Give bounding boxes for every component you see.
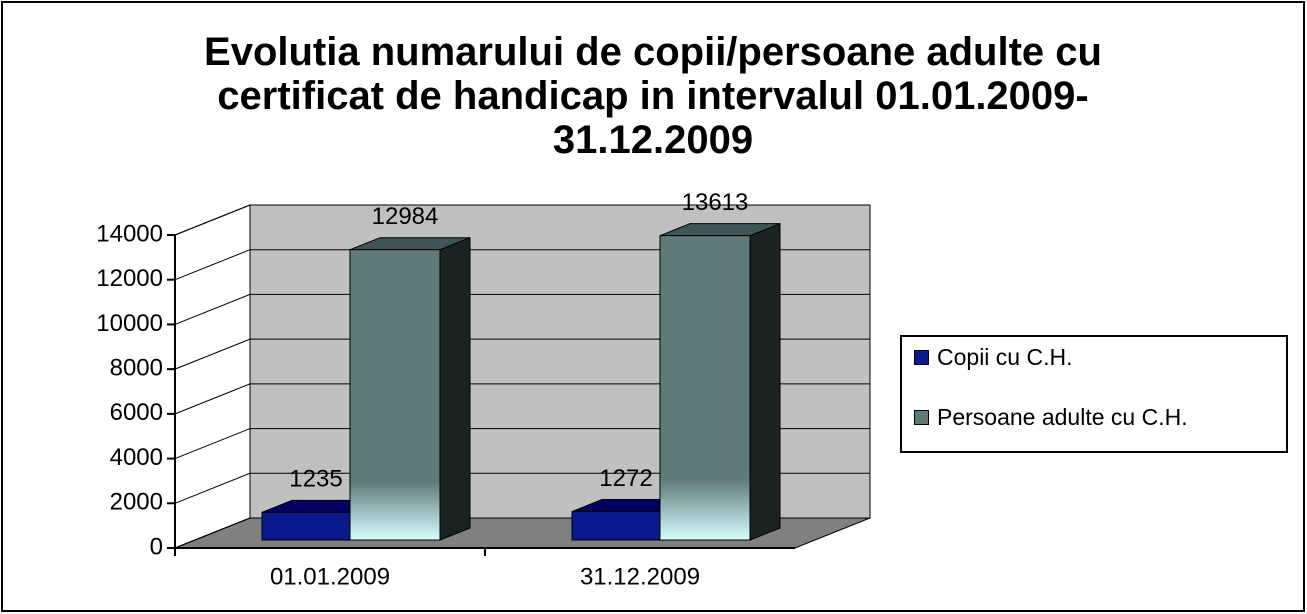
- chart-title: Evolutia numarului de copii/persoane adu…: [204, 30, 1102, 162]
- legend-entry: Persoane adulte cu C.H.: [914, 405, 1257, 429]
- x-tick-label: 31.12.2009: [580, 563, 700, 590]
- y-tick-label: 14000: [96, 220, 163, 247]
- bar-front: [571, 511, 661, 541]
- side-wall: [174, 204, 251, 549]
- legend: Copii cu C.H. Persoane adulte cu C.H.: [900, 335, 1288, 453]
- grid-line: [174, 204, 870, 236]
- y-tick-label: 12000: [96, 265, 163, 292]
- y-tick-label: 4000: [110, 444, 163, 471]
- bar-front: [349, 249, 441, 541]
- x-tick-label: 01.01.2009: [270, 563, 390, 590]
- legend-label: Copii cu C.H.: [937, 344, 1073, 370]
- data-label: 1272: [599, 465, 652, 492]
- bar-side: [439, 236, 471, 541]
- bar: [659, 222, 781, 541]
- bar-front: [659, 235, 751, 541]
- bar-front: [261, 511, 351, 541]
- bar-side: [749, 222, 781, 541]
- legend-label: Persoane adulte cu C.H.: [937, 404, 1188, 430]
- data-label: 12984: [372, 203, 439, 230]
- data-label: 1235: [289, 466, 342, 493]
- legend-swatch: [914, 410, 929, 425]
- legend-entry: Copii cu C.H.: [914, 345, 1257, 369]
- bar: [349, 236, 471, 541]
- y-tick-label: 0: [150, 533, 163, 560]
- y-tick-label: 6000: [110, 399, 163, 426]
- y-tick-label: 2000: [110, 489, 163, 516]
- data-label: 13613: [682, 189, 749, 216]
- y-tick-label: 8000: [110, 354, 163, 381]
- y-tick-label: 10000: [96, 310, 163, 337]
- legend-swatch: [914, 350, 929, 365]
